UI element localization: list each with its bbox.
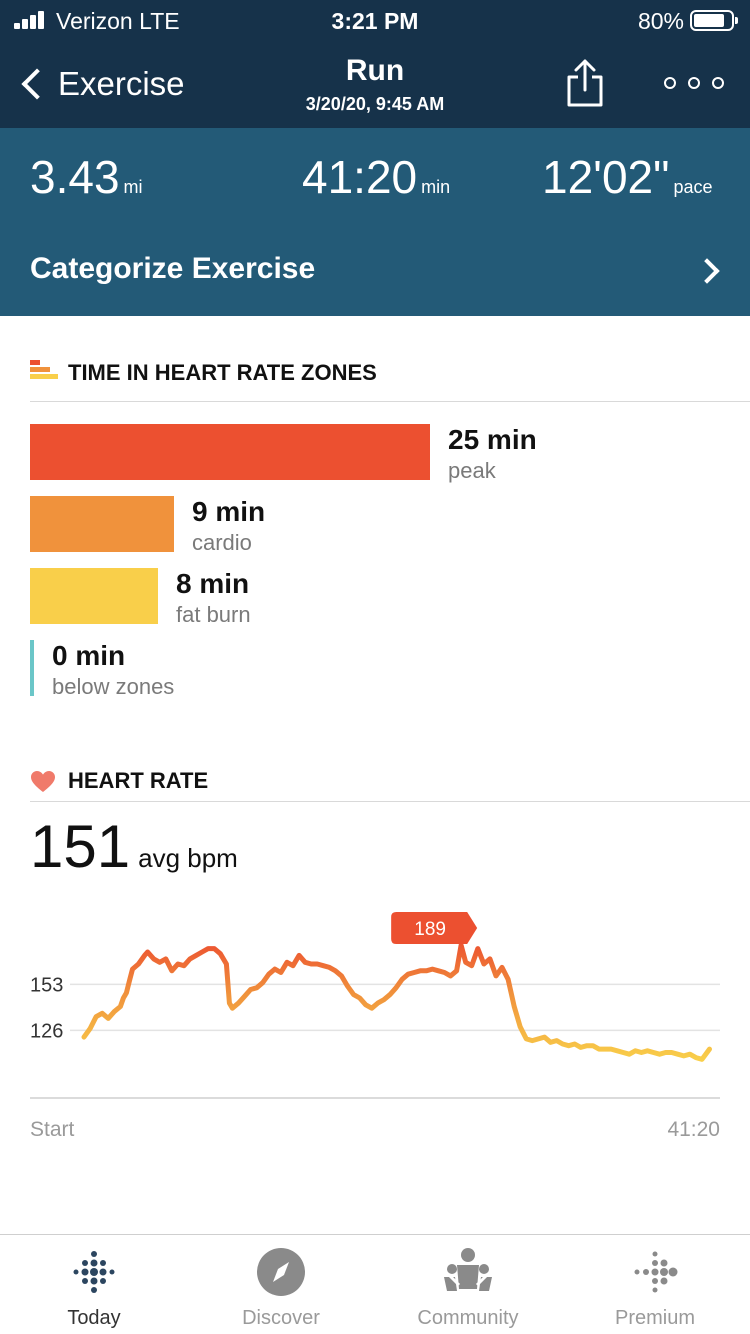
- y-tick-label: 126: [30, 1020, 63, 1042]
- status-time: 3:21 PM: [331, 8, 419, 34]
- distance-unit: mi: [123, 177, 143, 197]
- compass-icon: [257, 1248, 305, 1296]
- zone-minutes: 9 min: [192, 496, 266, 527]
- duration-unit: min: [421, 177, 451, 197]
- peak-badge-value: 189: [414, 919, 446, 940]
- zones-section-title: TIME IN HEART RATE ZONES: [68, 360, 377, 385]
- y-tick-label: 153: [30, 974, 63, 996]
- categorize-exercise-label: Categorize Exercise: [30, 252, 316, 285]
- avg-bpm-unit: avg bpm: [138, 843, 238, 873]
- zone-label: cardio: [192, 530, 252, 555]
- x-start-label: Start: [30, 1118, 75, 1141]
- zone-text: 25 min peak: [448, 424, 537, 484]
- duration-value: 41:20: [302, 151, 418, 203]
- categorize-exercise-row[interactable]: Categorize Exercise: [0, 244, 750, 300]
- zones-bars-icon: [30, 358, 60, 380]
- zone-text: 9 min cardio: [192, 496, 265, 556]
- community-people-icon: [444, 1248, 492, 1291]
- heart-rate-series-line: [81, 942, 712, 1062]
- more-icon[interactable]: [664, 72, 724, 94]
- tab-premium[interactable]: Premium: [561, 1235, 749, 1334]
- avg-heart-rate: 151 avg bpm: [30, 812, 238, 881]
- pace-value: 12'02": [542, 151, 670, 203]
- x-end-label: 41:20: [667, 1118, 720, 1141]
- tab-label: Today: [67, 1307, 121, 1329]
- carrier-label: Verizon LTE: [56, 8, 180, 34]
- heart-rate-section-header: HEART RATE: [30, 764, 750, 802]
- zone-minutes: 25 min: [448, 424, 537, 455]
- heart-rate-chart: 153 126 189: [30, 912, 720, 1099]
- tab-label: Premium: [614, 1307, 695, 1329]
- zone-label: below zones: [52, 674, 175, 699]
- zone-bar: [30, 496, 174, 552]
- zone-bar: [30, 568, 158, 624]
- zone-bar: [30, 640, 34, 696]
- zone-label: fat burn: [176, 602, 251, 627]
- peak-badge: 189: [391, 912, 478, 944]
- tab-label: Community: [417, 1307, 519, 1329]
- zone-minutes: 8 min: [176, 568, 250, 599]
- zone-bar: [30, 424, 430, 480]
- status-bar: Verizon LTE 3:21 PM 80%: [0, 0, 750, 40]
- tab-community[interactable]: Community: [374, 1235, 562, 1334]
- tab-today[interactable]: Today: [0, 1235, 188, 1334]
- share-icon[interactable]: [564, 58, 606, 108]
- pace-unit: pace: [673, 177, 713, 197]
- back-button[interactable]: Exercise: [14, 60, 185, 108]
- chart-grid: 153 126: [30, 974, 720, 1042]
- heart-icon: [31, 771, 55, 792]
- battery-percent: 80%: [637, 8, 684, 34]
- tab-label: Discover: [242, 1307, 320, 1329]
- zone-minutes: 0 min: [52, 640, 126, 671]
- page-subtitle: 3/20/20, 9:45 AM: [305, 94, 445, 114]
- tab-bar: Today Discover Community: [0, 1234, 750, 1334]
- back-label: Exercise: [58, 65, 185, 102]
- zone-label: peak: [448, 458, 496, 483]
- peak-badge-shape: [391, 912, 478, 944]
- exercise-summary: 3.43 mi 41:20 min 12'02" pace Categorize Ex…: [0, 128, 750, 316]
- zone-text: 8 min fat burn: [176, 568, 251, 628]
- top-bar: Verizon LTE 3:21 PM 80% Exercise Run 3/2…: [0, 0, 750, 128]
- signal-icon: [14, 11, 48, 29]
- premium-dots-icon: [634, 1251, 678, 1293]
- zone-text: 0 min below zones: [52, 640, 174, 700]
- today-dots-icon: [73, 1251, 115, 1293]
- distance-stat: 3.43 mi: [30, 150, 143, 204]
- pace-stat: 12'02" pace: [542, 150, 713, 204]
- page-title: Run: [345, 54, 405, 87]
- duration-stat: 41:20 min: [302, 150, 450, 204]
- chevron-right-icon: [694, 258, 720, 284]
- battery-icon: [690, 10, 738, 31]
- distance-value: 3.43: [30, 151, 120, 203]
- tab-discover[interactable]: Discover: [187, 1235, 375, 1334]
- heart-rate-section-title: HEART RATE: [68, 768, 209, 793]
- zones-section-header: TIME IN HEART RATE ZONES: [30, 356, 750, 402]
- avg-bpm-value: 151: [30, 813, 131, 880]
